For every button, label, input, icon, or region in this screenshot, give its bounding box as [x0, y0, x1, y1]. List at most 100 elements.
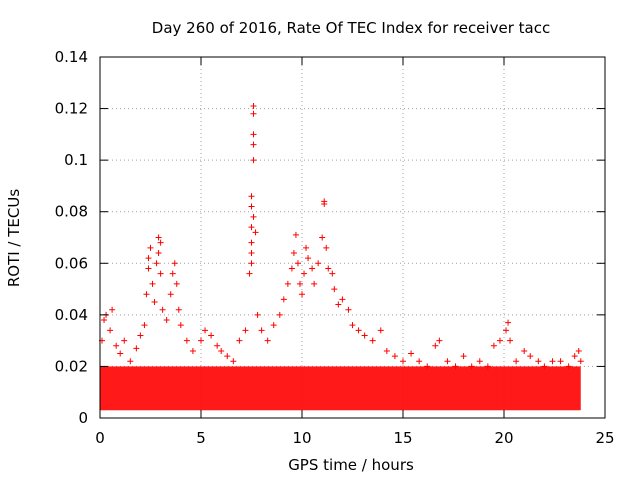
- y-tick-label: 0: [78, 409, 88, 427]
- data-point: [444, 358, 451, 365]
- x-tick-label: 5: [196, 429, 206, 447]
- data-point: [361, 332, 368, 339]
- data-point: [145, 265, 152, 272]
- data-point: [133, 345, 140, 352]
- data-point: [294, 260, 301, 267]
- data-point: [288, 265, 295, 272]
- data-point: [137, 332, 144, 339]
- x-tick-label: 0: [95, 429, 105, 447]
- data-point: [248, 193, 255, 200]
- data-point: [575, 347, 582, 354]
- data-point: [101, 317, 108, 324]
- data-point: [121, 337, 128, 344]
- data-point: [236, 337, 243, 344]
- data-point: [315, 260, 322, 267]
- data-point: [149, 280, 156, 287]
- data-point: [280, 296, 287, 303]
- data-point: [189, 347, 196, 354]
- data-point: [171, 260, 178, 267]
- data-point: [250, 102, 257, 109]
- data-point: [159, 306, 166, 313]
- data-point: [113, 342, 120, 349]
- data-point: [157, 270, 164, 277]
- y-tick-label: 0.12: [55, 100, 88, 118]
- y-tick-label: 0.14: [55, 48, 88, 66]
- data-point: [109, 306, 116, 313]
- data-points: [99, 102, 584, 370]
- data-point: [208, 332, 215, 339]
- data-point: [127, 358, 134, 365]
- data-point: [325, 265, 332, 272]
- x-tick-label: 20: [494, 429, 513, 447]
- data-point: [224, 353, 231, 360]
- data-point: [571, 353, 578, 360]
- data-point: [490, 342, 497, 349]
- data-point: [321, 200, 328, 207]
- data-point: [242, 327, 249, 334]
- data-point: [250, 141, 257, 148]
- data-point: [248, 203, 255, 210]
- data-point: [460, 353, 467, 360]
- data-point: [143, 291, 150, 298]
- y-tick-label: 0.02: [55, 357, 88, 375]
- data-point: [153, 260, 160, 267]
- data-point: [107, 327, 114, 334]
- data-point: [250, 110, 257, 117]
- data-point: [147, 244, 154, 251]
- x-tick-label: 15: [393, 429, 412, 447]
- y-tick-label: 0.08: [55, 203, 88, 221]
- data-point: [557, 358, 564, 365]
- y-tick-label: 0.1: [64, 151, 88, 169]
- data-point: [577, 358, 584, 365]
- data-point: [432, 342, 439, 349]
- data-point: [250, 131, 257, 138]
- data-point: [246, 270, 253, 277]
- data-point: [177, 322, 184, 329]
- data-point: [145, 255, 152, 262]
- data-point: [303, 244, 310, 251]
- x-axis-label: GPS time / hours: [288, 456, 414, 474]
- plot-frame: [99, 56, 606, 419]
- data-point: [339, 296, 346, 303]
- data-point: [252, 229, 259, 236]
- data-point: [535, 358, 542, 365]
- data-point: [527, 353, 534, 360]
- data-point: [507, 337, 514, 344]
- data-point: [157, 239, 164, 246]
- data-point: [248, 249, 255, 256]
- data-point: [141, 322, 148, 329]
- data-point: [254, 311, 261, 318]
- data-point: [549, 358, 556, 365]
- data-point: [452, 363, 459, 370]
- data-point: [250, 157, 257, 164]
- data-point: [173, 280, 180, 287]
- data-point: [299, 291, 305, 298]
- x-tick-label: 25: [595, 429, 614, 447]
- data-point: [335, 301, 342, 308]
- data-point: [476, 358, 483, 365]
- data-point: [331, 286, 338, 293]
- data-point: [369, 337, 376, 344]
- grid: [100, 57, 605, 418]
- data-point: [296, 280, 303, 287]
- data-point: [151, 298, 158, 305]
- data-point: [248, 260, 255, 267]
- data-point: [117, 350, 124, 357]
- data-point: [565, 363, 572, 370]
- y-tick-label: 0.04: [55, 306, 88, 324]
- data-point: [290, 249, 297, 256]
- data-point: [214, 342, 221, 349]
- data-point: [416, 358, 423, 365]
- data-point: [521, 347, 528, 354]
- chart-title: Day 260 of 2016, Rate Of TEC Index for r…: [152, 19, 550, 37]
- data-point: [276, 311, 283, 318]
- data-point: [248, 239, 255, 246]
- data-point: [311, 280, 318, 287]
- data-point: [248, 224, 255, 231]
- data-point: [424, 363, 431, 370]
- data-point: [163, 317, 170, 324]
- data-point: [250, 213, 257, 220]
- data-point: [202, 327, 209, 334]
- data-point: [400, 358, 406, 365]
